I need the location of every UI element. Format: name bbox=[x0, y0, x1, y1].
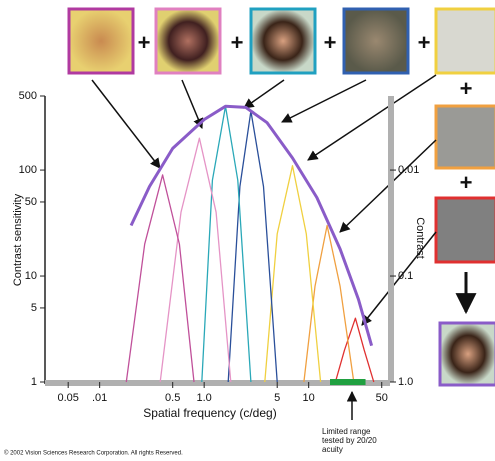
y-tick-label: 5 bbox=[31, 302, 37, 314]
plus: + bbox=[324, 30, 337, 55]
plus: + bbox=[231, 30, 244, 55]
x-tick-label: 10 bbox=[303, 392, 315, 404]
sensitivity-curve bbox=[304, 226, 354, 383]
plus: + bbox=[460, 170, 473, 195]
y2-axis bbox=[388, 96, 394, 382]
annotation: Limited range bbox=[322, 427, 371, 436]
image-low bbox=[69, 9, 133, 73]
y-tick-label: 100 bbox=[19, 164, 37, 176]
y-tick-label: 10 bbox=[25, 270, 37, 282]
acuity-range bbox=[330, 379, 366, 385]
arrow bbox=[92, 80, 160, 168]
y2-axis-label: Contrast bbox=[414, 217, 426, 259]
image-mid-high bbox=[344, 9, 408, 73]
image-result bbox=[440, 323, 495, 385]
sensitivity-curve bbox=[126, 175, 194, 382]
image-higher bbox=[436, 106, 495, 168]
x-tick-label: 1.0 bbox=[197, 392, 212, 404]
y-tick-label: 1 bbox=[31, 376, 37, 388]
sensitivity-curve bbox=[228, 111, 277, 382]
y-tick-label: 50 bbox=[25, 196, 37, 208]
x-tick-label: 0.05 bbox=[57, 392, 78, 404]
image-high bbox=[436, 9, 495, 73]
y2-tick-label: 1.0 bbox=[398, 376, 413, 388]
plus: + bbox=[460, 76, 473, 101]
figure: + + + + + + Contrast sensitivity Spatial… bbox=[0, 0, 495, 461]
annotation: tested by 20/20 bbox=[322, 436, 377, 445]
image-highest bbox=[436, 198, 495, 262]
y2-tick-label: 0.01 bbox=[398, 164, 419, 176]
x-axis-label: Spatial frequency (c/deg) bbox=[143, 406, 276, 420]
sensitivity-curve bbox=[265, 166, 321, 382]
y2-tick-label: 0.1 bbox=[398, 270, 413, 282]
arrow bbox=[244, 80, 284, 108]
arrow bbox=[282, 80, 366, 122]
copyright: © 2002 Vision Sciences Research Corporat… bbox=[4, 450, 183, 457]
arrow bbox=[182, 80, 202, 128]
y-axis-label: Contrast sensitivity bbox=[12, 193, 24, 286]
x-tick-label: 5 bbox=[274, 392, 280, 404]
annotation: acuity bbox=[322, 445, 343, 454]
x-tick-label: .01 bbox=[92, 392, 107, 404]
x-tick-label: 50 bbox=[376, 392, 388, 404]
sensitivity-curve bbox=[160, 138, 231, 382]
sensitivity-curve bbox=[202, 106, 251, 382]
image-mid bbox=[251, 9, 315, 73]
y-tick-label: 500 bbox=[19, 90, 37, 102]
arrow bbox=[308, 75, 436, 160]
plus: + bbox=[418, 30, 431, 55]
image-mid-low bbox=[156, 9, 220, 73]
x-tick-label: 0.5 bbox=[165, 392, 180, 404]
plus: + bbox=[138, 30, 151, 55]
